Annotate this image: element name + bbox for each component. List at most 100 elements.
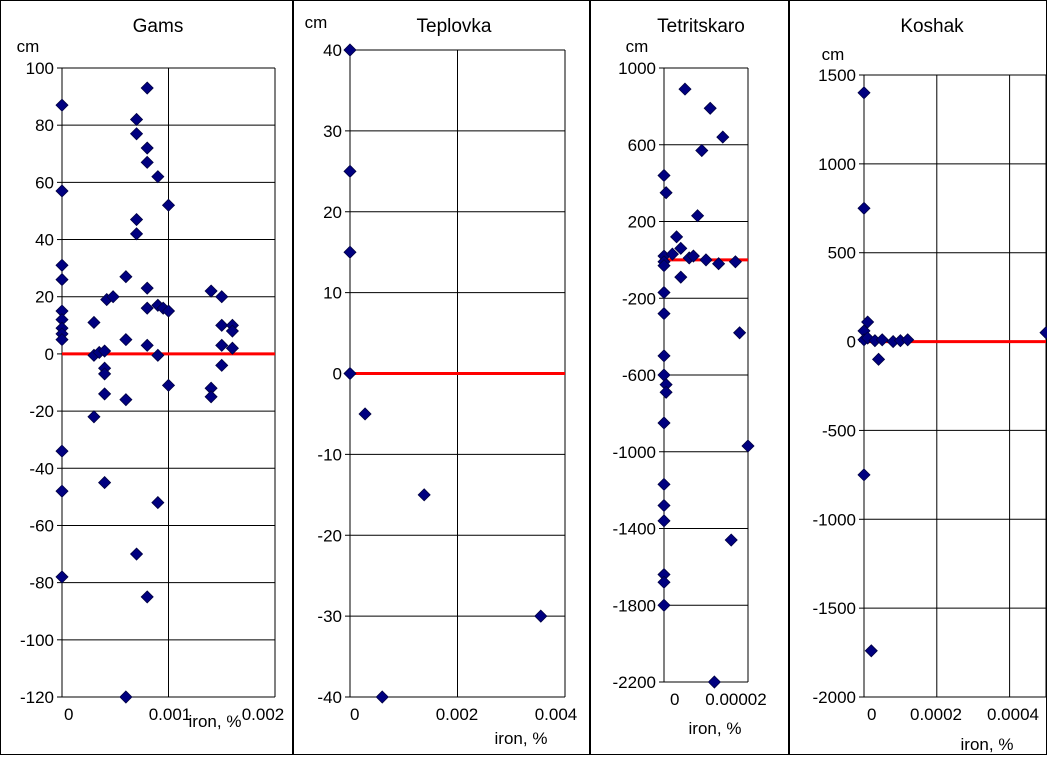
y-tick-label: -500 <box>822 421 856 440</box>
y-axis-unit-label: cm <box>822 45 845 64</box>
data-point <box>161 198 176 212</box>
data-point <box>129 227 144 241</box>
y-tick-label: 0 <box>45 345 54 364</box>
data-point <box>674 270 688 284</box>
data-point <box>343 164 357 178</box>
data-point <box>699 253 713 267</box>
data-point <box>861 315 875 329</box>
data-point <box>215 290 229 304</box>
data-point <box>87 315 101 330</box>
data-point <box>161 378 176 392</box>
y-tick-label: 1000 <box>618 59 656 78</box>
panel-border <box>293 0 590 755</box>
y-tick-label: 20 <box>35 288 54 307</box>
data-point <box>657 498 671 513</box>
chart-title: Teplovka <box>417 16 492 37</box>
data-point <box>657 514 671 528</box>
y-tick-label: 10 <box>323 284 342 303</box>
data-point <box>140 281 154 295</box>
x-axis-label: iron, % <box>189 712 242 731</box>
data-point <box>343 245 357 259</box>
data-point <box>657 575 671 589</box>
data-point <box>204 390 218 404</box>
data-point <box>98 344 112 358</box>
y-tick-label: -1000 <box>613 443 656 462</box>
y-tick-label: 0 <box>333 365 342 384</box>
y-tick-label: -2200 <box>613 673 656 692</box>
data-point <box>678 82 692 96</box>
data-point <box>665 247 679 261</box>
data-point <box>119 333 133 347</box>
data-point <box>657 307 671 321</box>
y-tick-label: -40 <box>29 459 54 478</box>
data-point <box>98 367 112 381</box>
data-point <box>864 644 878 658</box>
chart-panel-teplovka: 40 30 20 10 0 -10 -20 -30 -40 0 0.002 0.004 Teplovka… <box>293 0 590 755</box>
data-point <box>151 348 165 362</box>
data-point <box>901 333 915 347</box>
data-point <box>657 477 671 491</box>
data-point <box>670 230 684 244</box>
y-tick-label: -200 <box>622 289 656 308</box>
data-point <box>119 690 133 704</box>
x-axis-label: iron, % <box>961 735 1014 754</box>
data-point <box>55 570 69 584</box>
data-point <box>106 290 120 304</box>
x-tick-label: 0 <box>350 705 359 724</box>
y-tick-label: -1000 <box>813 510 856 529</box>
y-tick-label: -1400 <box>613 520 656 539</box>
data-point <box>659 385 673 399</box>
data-point <box>140 590 154 604</box>
data-point <box>707 675 721 689</box>
x-tick-label: 0.004 <box>535 705 578 724</box>
y-tick-label: 60 <box>35 173 54 192</box>
data-point <box>857 201 871 215</box>
data-point <box>55 333 69 347</box>
data-point <box>657 285 671 300</box>
y-tick-label: 1000 <box>818 155 856 174</box>
data-point <box>728 255 742 269</box>
data-point <box>225 324 239 338</box>
data-point <box>129 112 144 127</box>
x-axis-label: iron, % <box>689 719 742 738</box>
y-tick-label: -600 <box>622 366 656 385</box>
x-tick-label: 0.0002 <box>910 705 962 724</box>
y-tick-label: -80 <box>29 574 54 593</box>
y-tick-label: 600 <box>628 136 656 155</box>
data-point <box>55 273 69 287</box>
data-point <box>674 241 688 255</box>
y-tick-label: -100 <box>20 631 54 650</box>
chart-title: Tetritskaro <box>657 16 745 37</box>
x-tick-label: 0.002 <box>242 705 285 724</box>
data-point <box>204 284 218 298</box>
data-point <box>712 257 726 271</box>
chart-title: Koshak <box>900 16 964 37</box>
data-point <box>657 598 671 612</box>
data-point <box>1039 326 1047 340</box>
data-point <box>857 468 871 482</box>
chart-panel-gams: 100 80 60 40 20 0 -20 -40 -60 -80 -100 -120 0 0.001 0.… <box>0 0 293 755</box>
data-point <box>724 533 738 547</box>
data-point <box>695 143 709 158</box>
data-point <box>129 127 144 141</box>
y-tick-label: -60 <box>29 516 54 535</box>
chart-panel-koshak: 1500 1000 500 0 -500 -1000 -1500 -2000 0 0.0002 0.… <box>789 0 1047 755</box>
data-point <box>140 338 154 352</box>
data-point <box>657 259 671 273</box>
data-point <box>151 496 165 510</box>
data-point <box>703 101 717 115</box>
y-tick-label: 40 <box>35 231 54 250</box>
panel-border <box>590 0 789 755</box>
x-tick-label: 0.002 <box>436 705 479 724</box>
x-tick-label: 0.00002 <box>705 690 766 709</box>
data-point <box>140 155 154 169</box>
data-point <box>741 439 755 453</box>
y-axis-unit-label: cm <box>626 37 649 56</box>
data-point <box>857 86 871 100</box>
data-point <box>140 81 154 95</box>
data-point <box>343 43 357 57</box>
data-point <box>657 368 671 382</box>
data-point <box>871 352 886 366</box>
data-point <box>215 318 229 332</box>
